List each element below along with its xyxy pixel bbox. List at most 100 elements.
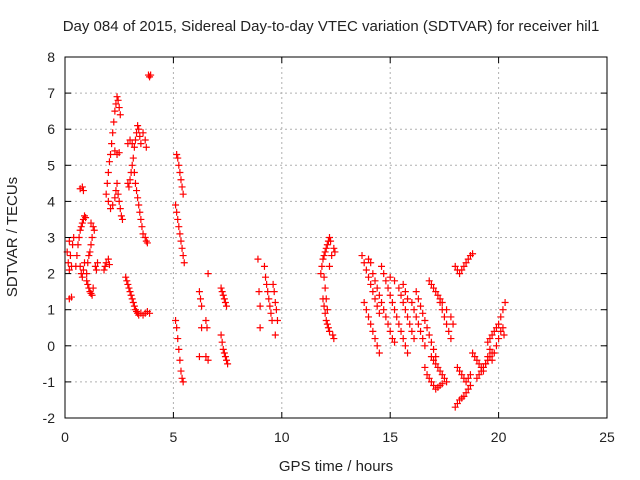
data-point bbox=[78, 219, 86, 227]
data-point bbox=[430, 284, 438, 292]
data-point bbox=[427, 338, 435, 346]
data-point bbox=[434, 363, 442, 371]
data-point bbox=[178, 374, 186, 382]
data-point bbox=[223, 356, 231, 364]
data-point bbox=[425, 331, 433, 339]
data-point bbox=[143, 239, 151, 247]
data-point bbox=[133, 129, 141, 137]
data-point bbox=[103, 179, 111, 187]
data-point bbox=[141, 234, 149, 241]
data-point bbox=[177, 237, 185, 245]
data-point bbox=[142, 237, 150, 245]
data-point bbox=[458, 371, 466, 379]
y-tick-label: 2 bbox=[47, 266, 55, 282]
data-point bbox=[421, 342, 429, 350]
data-point bbox=[197, 295, 204, 303]
data-point bbox=[266, 302, 274, 310]
data-point bbox=[490, 349, 498, 357]
data-point bbox=[128, 161, 136, 169]
data-point bbox=[440, 374, 448, 382]
data-point bbox=[469, 349, 477, 357]
data-point bbox=[325, 327, 333, 335]
data-point bbox=[430, 345, 438, 353]
data-point bbox=[139, 129, 147, 137]
data-point bbox=[92, 266, 100, 274]
data-point bbox=[324, 324, 332, 332]
data-point bbox=[375, 309, 383, 317]
data-point bbox=[397, 327, 405, 335]
data-point bbox=[360, 259, 368, 267]
data-point bbox=[464, 385, 472, 393]
data-point bbox=[269, 280, 277, 288]
data-point bbox=[321, 284, 329, 292]
data-point bbox=[111, 194, 119, 202]
data-point bbox=[373, 284, 381, 292]
data-point bbox=[492, 324, 500, 332]
data-point bbox=[147, 71, 155, 79]
y-tick-label: -2 bbox=[43, 410, 56, 426]
data-point bbox=[130, 143, 138, 151]
data-point bbox=[107, 150, 115, 158]
data-point bbox=[466, 371, 474, 379]
data-point bbox=[462, 259, 470, 267]
data-point bbox=[137, 215, 145, 223]
data-point bbox=[135, 201, 143, 209]
data-point bbox=[223, 302, 231, 310]
data-point bbox=[82, 214, 90, 222]
data-point bbox=[456, 367, 464, 375]
grid-layer bbox=[65, 57, 607, 418]
data-point bbox=[104, 255, 112, 263]
data-point bbox=[174, 215, 182, 223]
data-point bbox=[380, 270, 388, 278]
data-point bbox=[254, 255, 262, 263]
data-point bbox=[375, 291, 383, 299]
data-point bbox=[179, 190, 187, 198]
data-point bbox=[130, 169, 138, 177]
data-point bbox=[460, 262, 468, 270]
data-point bbox=[83, 277, 91, 285]
data-point bbox=[221, 353, 229, 361]
data-point bbox=[66, 252, 74, 260]
data-point bbox=[391, 277, 399, 285]
data-point bbox=[271, 298, 279, 306]
x-tick-label: 0 bbox=[61, 429, 69, 445]
data-point bbox=[83, 270, 91, 278]
data-point bbox=[414, 320, 422, 328]
data-point bbox=[125, 284, 133, 292]
data-point bbox=[329, 331, 337, 339]
data-point bbox=[177, 176, 185, 184]
data-point bbox=[327, 237, 335, 245]
data-point bbox=[110, 118, 118, 126]
data-point bbox=[204, 270, 212, 278]
data-point bbox=[362, 306, 370, 314]
data-point bbox=[449, 320, 457, 328]
data-point bbox=[138, 223, 146, 231]
data-point bbox=[114, 190, 122, 198]
data-point bbox=[404, 313, 412, 321]
data-point bbox=[462, 389, 470, 397]
data-point bbox=[177, 367, 185, 375]
data-point bbox=[438, 380, 446, 388]
data-point bbox=[319, 255, 327, 263]
data-point bbox=[134, 122, 142, 130]
data-point bbox=[388, 335, 396, 343]
data-point bbox=[115, 104, 123, 112]
data-point bbox=[397, 291, 405, 299]
data-point bbox=[378, 262, 386, 270]
data-point bbox=[382, 277, 390, 285]
data-point bbox=[378, 298, 386, 306]
data-point bbox=[256, 302, 264, 310]
data-point bbox=[399, 298, 407, 306]
data-point bbox=[477, 367, 485, 375]
data-point bbox=[475, 371, 483, 379]
data-point bbox=[320, 252, 328, 260]
data-point bbox=[267, 309, 275, 317]
data-point bbox=[330, 335, 338, 343]
data-point bbox=[172, 201, 180, 209]
data-point bbox=[100, 266, 108, 274]
data-point bbox=[501, 298, 509, 306]
data-point bbox=[321, 248, 329, 256]
data-point bbox=[430, 356, 438, 364]
data-point bbox=[473, 374, 481, 382]
